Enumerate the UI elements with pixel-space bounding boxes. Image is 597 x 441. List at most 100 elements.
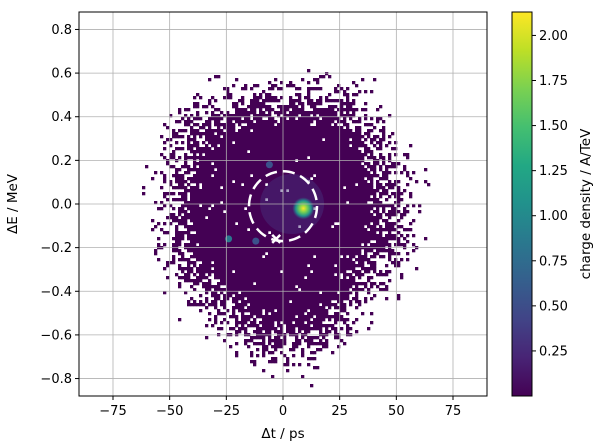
heatmap-cell (409, 228, 413, 232)
heatmap-cell (220, 210, 224, 214)
heatmap-cell (358, 138, 362, 142)
heatmap-cell (310, 243, 314, 247)
heatmap-cell (301, 270, 305, 274)
heatmap-cell (196, 216, 200, 220)
heatmap-cell (271, 177, 275, 181)
heatmap-cell (238, 255, 242, 259)
heatmap-cell (286, 324, 290, 328)
heatmap-cell (190, 144, 194, 148)
heatmap-cell (343, 93, 347, 97)
heatmap-cell (283, 156, 287, 160)
heatmap-cell (289, 105, 293, 109)
heatmap-cell (226, 285, 230, 289)
heatmap-cell (271, 144, 275, 148)
heatmap-cell (184, 213, 188, 217)
x-tick-label: −75 (99, 404, 126, 419)
heatmap-cell (220, 150, 224, 154)
heatmap-cell (313, 249, 317, 253)
heatmap-cell (274, 357, 278, 361)
heatmap-cell (160, 186, 164, 190)
heatmap-cell (391, 165, 395, 169)
heatmap-cell (193, 207, 197, 211)
heatmap-cell (235, 315, 239, 319)
heatmap-cell (226, 309, 230, 313)
heatmap-cell (277, 261, 281, 265)
heatmap-cell (343, 285, 347, 289)
heatmap-cell (283, 177, 287, 181)
heatmap-cell (232, 252, 236, 256)
heatmap-cell (292, 216, 296, 220)
heatmap-cell (217, 168, 221, 172)
heatmap-cell (328, 228, 332, 232)
heatmap-cell (331, 198, 335, 202)
heatmap-cell (376, 108, 380, 112)
heatmap-cell (325, 192, 329, 196)
heatmap-cell (232, 147, 236, 151)
heatmap-cell (343, 204, 347, 208)
heatmap-cell (331, 264, 335, 268)
heatmap-cell (319, 327, 323, 331)
heatmap-cell (238, 270, 242, 274)
heatmap-cell (328, 234, 332, 238)
heatmap-cell (313, 111, 317, 115)
heatmap-cell (214, 252, 218, 256)
heatmap-cell (274, 213, 278, 217)
heatmap-cell (349, 300, 353, 304)
heatmap-cell (226, 87, 230, 91)
heatmap-cell (328, 183, 332, 187)
heatmap-cell (328, 153, 332, 157)
heatmap-cell (289, 327, 293, 331)
heatmap-cell (235, 204, 239, 208)
heatmap-cell (241, 129, 245, 133)
heatmap-cell (289, 231, 293, 235)
heatmap-cell (250, 225, 254, 229)
heatmap-cell (226, 192, 230, 196)
heatmap-cell (205, 297, 209, 301)
heatmap-cell (319, 237, 323, 241)
heatmap-cell (271, 282, 275, 286)
heatmap-cell (373, 210, 377, 214)
heatmap-cell (304, 267, 308, 271)
heatmap-cell (307, 357, 311, 361)
heatmap-cell (250, 360, 254, 364)
heatmap-cell (220, 270, 224, 274)
heatmap-cell (340, 168, 344, 172)
heatmap-cell (391, 192, 395, 196)
heatmap-cell (175, 168, 179, 172)
heatmap-cell (217, 222, 221, 226)
heatmap-cell (328, 177, 332, 181)
heatmap-cell (217, 240, 221, 244)
heatmap-cell (211, 234, 215, 238)
heatmap-cell (286, 291, 290, 295)
heatmap-cell (274, 297, 278, 301)
heatmap-cell (289, 288, 293, 292)
heatmap-cell (211, 171, 215, 175)
heatmap-cell (262, 285, 266, 289)
heatmap-cell (244, 135, 248, 139)
heatmap-cell (328, 297, 332, 301)
heatmap-cell (331, 177, 335, 181)
heatmap-cell (187, 267, 191, 271)
heatmap-cell (316, 138, 320, 142)
heatmap-cell (313, 222, 317, 226)
heatmap-cell (238, 186, 242, 190)
heatmap-cell (328, 213, 332, 217)
heatmap-cell (274, 183, 278, 187)
heatmap-cell (340, 306, 344, 310)
heatmap-cell (379, 231, 383, 235)
heatmap-cell (334, 90, 338, 94)
heatmap-cell (238, 165, 242, 169)
heatmap-cell (229, 171, 233, 175)
heatmap-cell (295, 342, 299, 346)
heatmap-cell (283, 129, 287, 133)
heatmap-cell (235, 288, 239, 292)
heatmap-cell (292, 327, 296, 331)
heatmap-cell (355, 156, 359, 160)
heatmap-cell (322, 153, 326, 157)
heatmap-cell (361, 180, 365, 184)
heatmap-cell (226, 321, 230, 325)
heatmap-cell (247, 234, 251, 238)
heatmap-cell (205, 111, 209, 115)
heatmap-cell (241, 258, 245, 262)
heatmap-cell (199, 210, 203, 214)
